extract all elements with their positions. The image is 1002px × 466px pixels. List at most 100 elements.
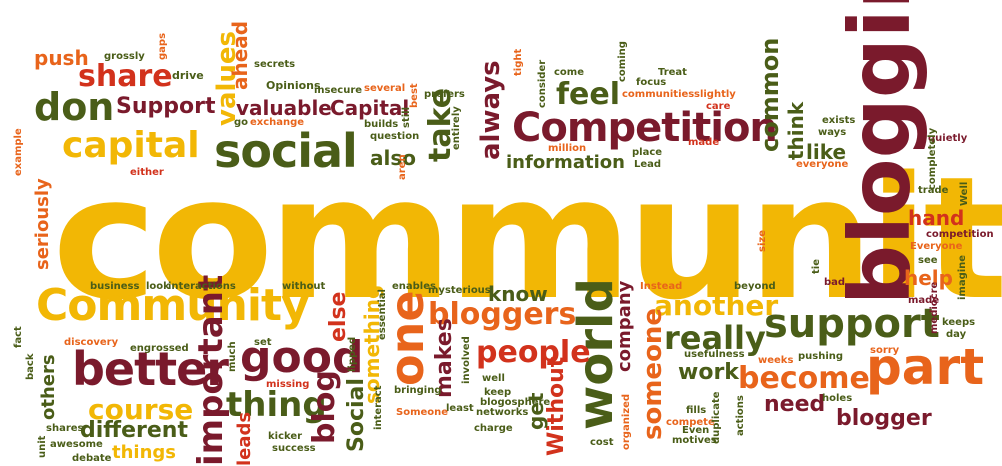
- word-look: look: [146, 281, 170, 292]
- word-ways: ways: [818, 127, 847, 138]
- word-push: push: [34, 46, 89, 70]
- word-mysterious: mysterious: [428, 285, 491, 296]
- word-well-right: Well: [959, 181, 970, 206]
- word-fact: fact: [13, 326, 24, 348]
- word-discovery: discovery: [64, 337, 119, 348]
- word-else: else: [326, 291, 351, 342]
- word-shares: shares: [46, 423, 84, 434]
- word-better: better: [72, 342, 229, 396]
- word-come: come: [554, 67, 584, 78]
- word-communities: communities: [622, 89, 695, 100]
- word-company: company: [614, 280, 635, 372]
- word-part: part: [866, 338, 985, 396]
- word-weeks: weeks: [758, 355, 794, 366]
- word-information: information: [506, 152, 625, 173]
- word-instead: Instead: [640, 281, 683, 292]
- word-always: always: [476, 60, 506, 160]
- word-focus: focus: [636, 77, 667, 88]
- word-quietly: quietly: [928, 133, 968, 144]
- word-bringing: bringing: [394, 385, 442, 396]
- word-organized: organized: [621, 393, 632, 450]
- word-opinions: Opinions: [266, 79, 321, 92]
- word-see: see: [918, 255, 938, 266]
- word-exchange: exchange: [250, 117, 305, 128]
- word-example: example: [13, 128, 24, 176]
- word-go: go: [234, 117, 249, 128]
- word-motives: motives: [672, 435, 717, 446]
- word-imagine: imagine: [957, 254, 968, 300]
- word-support-big: support: [764, 301, 940, 347]
- word-awesome: awesome: [50, 439, 103, 450]
- word-interactions: interactions: [168, 281, 236, 292]
- word-well-mid: well: [482, 373, 505, 384]
- word-kicker: kicker: [268, 431, 303, 442]
- word-thing: thing: [226, 385, 327, 425]
- word-charge: charge: [474, 423, 513, 434]
- word-mediocre: mediocre: [929, 281, 940, 334]
- word-keeps: keeps: [942, 317, 976, 328]
- word-important: important: [191, 274, 231, 466]
- word-work: work: [678, 360, 739, 385]
- word-debate: debate: [72, 453, 112, 464]
- word-size: size: [757, 230, 768, 252]
- word-social: social: [214, 124, 358, 178]
- word-set: set: [254, 337, 272, 348]
- word-trade: trade: [918, 185, 949, 196]
- word-tight: tight: [513, 48, 524, 76]
- word-enables: enables: [392, 281, 436, 292]
- word-slightly: slightly: [694, 89, 736, 100]
- word-good: good: [240, 332, 364, 383]
- word-help: help: [904, 266, 953, 290]
- word-builds: builds: [364, 119, 399, 130]
- word-beyond: beyond: [734, 281, 776, 292]
- word-holes: holes: [822, 393, 853, 404]
- word-share: share: [78, 59, 173, 94]
- word-insecure: insecure: [314, 85, 363, 96]
- word-prefers: prefers: [424, 89, 465, 100]
- word-question: question: [370, 131, 420, 142]
- word-leads: leads: [234, 411, 255, 466]
- word-sorry: sorry: [870, 345, 900, 356]
- word-place: place: [632, 147, 663, 158]
- word-another: another: [654, 289, 779, 322]
- word-become: become: [738, 361, 870, 396]
- word-course: course: [88, 393, 194, 426]
- word-hand: hand: [908, 206, 965, 230]
- word-even: Even: [682, 425, 710, 436]
- word-others: others: [38, 354, 59, 420]
- word-much: much: [227, 341, 238, 372]
- word-tie: tie: [811, 259, 822, 274]
- word-made: made: [688, 137, 720, 148]
- word-people: people: [476, 335, 591, 370]
- word-competition: Competition: [512, 105, 778, 151]
- word-treat: Treat: [658, 67, 687, 78]
- word-need: need: [764, 392, 826, 417]
- word-gaps: gaps: [157, 32, 168, 60]
- word-million: million: [548, 143, 587, 154]
- word-coming: coming: [617, 41, 628, 82]
- word-feel: feel: [556, 77, 621, 112]
- word-keep: keep: [484, 387, 512, 398]
- word-cost: cost: [590, 437, 614, 448]
- word-still: still: [401, 106, 412, 128]
- word-capital: capital: [62, 125, 200, 166]
- word-completely: completely: [927, 127, 938, 190]
- word-care: care: [706, 101, 731, 112]
- word-missing: missing: [266, 379, 310, 390]
- word-know: know: [488, 282, 548, 306]
- word-common: common: [756, 37, 784, 152]
- word-think: think: [784, 101, 808, 160]
- word-unit: unit: [37, 435, 48, 458]
- word-success: success: [272, 443, 316, 454]
- word-community-small: Community: [36, 280, 310, 331]
- word-bad: bad: [824, 277, 846, 288]
- word-grossly: grossly: [104, 51, 145, 62]
- word-also: also: [370, 146, 416, 170]
- word-consider: consider: [537, 59, 548, 108]
- word-networks: networks: [476, 407, 529, 418]
- word-different: different: [80, 418, 188, 443]
- word-best: best: [409, 83, 420, 108]
- word-involved: involved: [461, 336, 472, 384]
- word-blogging: blogging: [831, 0, 929, 305]
